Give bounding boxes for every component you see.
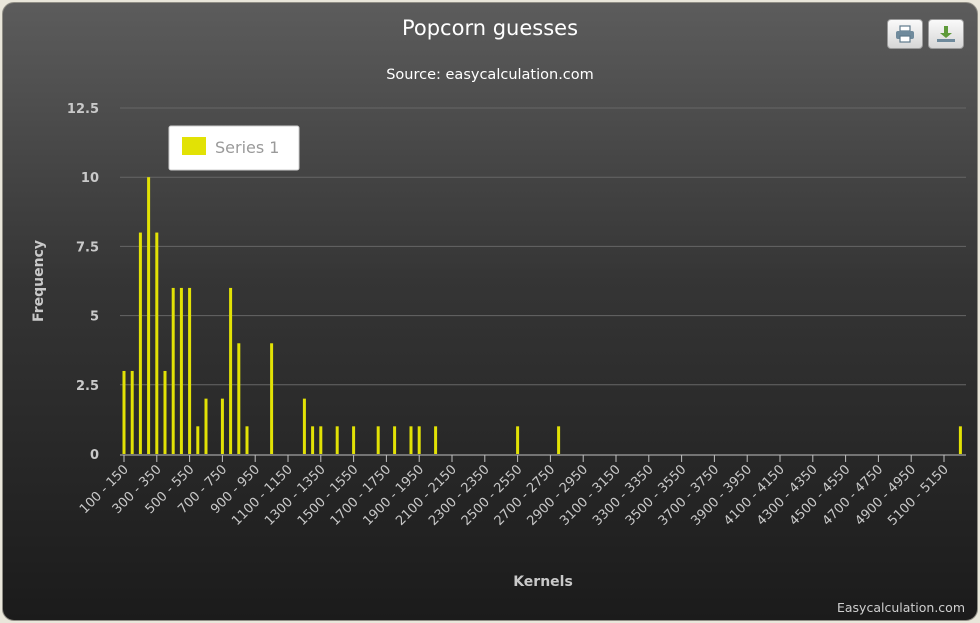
y-tick-label: 7.5 xyxy=(76,240,99,255)
export-button[interactable] xyxy=(928,19,964,49)
bar[interactable] xyxy=(155,232,159,454)
bar[interactable] xyxy=(319,426,323,454)
bar[interactable] xyxy=(147,177,151,454)
legend[interactable]: Series 1 xyxy=(168,125,300,171)
legend-label: Series 1 xyxy=(215,138,279,157)
bar[interactable] xyxy=(376,426,380,454)
bar[interactable] xyxy=(311,426,315,454)
bar[interactable] xyxy=(179,287,183,454)
legend-swatch xyxy=(182,137,206,155)
bar[interactable] xyxy=(130,370,134,454)
bar[interactable] xyxy=(220,398,224,454)
bar[interactable] xyxy=(516,426,520,454)
x-axis-label: Kernels xyxy=(513,574,573,590)
bar[interactable] xyxy=(409,426,413,454)
gridlines xyxy=(120,107,966,386)
bar[interactable] xyxy=(188,287,192,454)
bar[interactable] xyxy=(237,343,241,454)
bar[interactable] xyxy=(270,343,274,454)
bar[interactable] xyxy=(302,398,306,454)
printer-icon xyxy=(896,25,914,43)
y-tick-label: 10 xyxy=(81,171,99,186)
bar[interactable] xyxy=(434,426,438,454)
y-tick-label: 2.5 xyxy=(76,379,99,394)
y-tick-label: 0 xyxy=(90,448,99,463)
chart-title: Popcorn guesses xyxy=(402,16,578,40)
bar[interactable] xyxy=(417,426,421,454)
bar[interactable] xyxy=(352,426,356,454)
y-tick-label: 12.5 xyxy=(67,102,99,117)
bar[interactable] xyxy=(171,287,175,454)
bar[interactable] xyxy=(245,426,249,454)
bar[interactable] xyxy=(335,426,339,454)
y-tick-label: 5 xyxy=(90,310,99,325)
bar[interactable] xyxy=(393,426,397,454)
bar[interactable] xyxy=(229,287,233,454)
print-button[interactable] xyxy=(887,19,923,49)
credits-text[interactable]: Easycalculation.com xyxy=(837,600,965,615)
bar[interactable] xyxy=(196,426,200,454)
bars xyxy=(122,177,962,454)
y-axis-label: Frequency xyxy=(31,240,47,322)
bar[interactable] xyxy=(557,426,561,454)
bar[interactable] xyxy=(958,426,962,454)
bar[interactable] xyxy=(204,398,208,454)
bar[interactable] xyxy=(163,370,167,454)
bar[interactable] xyxy=(138,232,142,454)
chart-subtitle: Source: easycalculation.com xyxy=(386,67,594,83)
bar[interactable] xyxy=(122,370,126,454)
download-icon xyxy=(937,26,955,42)
